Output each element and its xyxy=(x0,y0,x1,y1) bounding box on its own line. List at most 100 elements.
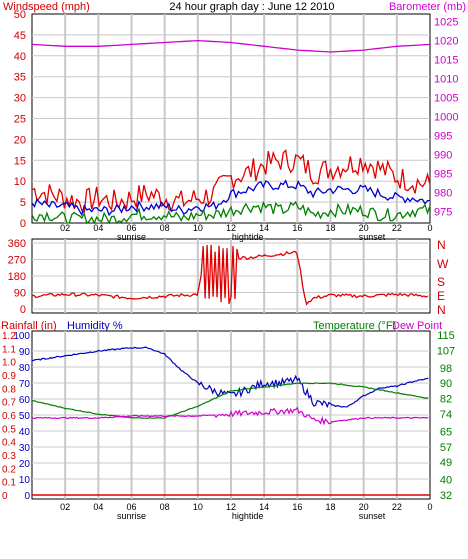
wind-y-tick: 45 xyxy=(14,30,26,42)
humidity-y-tick: 0 xyxy=(24,491,30,502)
baro-y-tick: 1005 xyxy=(434,93,458,105)
temp-y-tick: 65 xyxy=(440,426,452,438)
wind-x-tick: 06 xyxy=(126,223,136,233)
series-wind-direction xyxy=(31,244,429,306)
rain-x-event: sunrise xyxy=(117,511,146,521)
humidity-y-tick: 90 xyxy=(19,347,31,358)
wind-series xyxy=(31,39,431,225)
wind-y-tick: 10 xyxy=(14,176,26,188)
series-gust xyxy=(31,148,431,215)
humidity-y-tick: 80 xyxy=(19,363,31,374)
baro-y-tick: 1020 xyxy=(434,36,458,48)
axis-tick-labels: 0510152025303540455097598098599099510001… xyxy=(2,9,458,521)
windspeed-axis-label: Windspeed (mph) xyxy=(3,1,90,13)
wind-x-event: sunset xyxy=(359,232,386,242)
humidity-y-tick: 30 xyxy=(19,443,31,454)
series-barometer xyxy=(31,39,431,53)
rain-x-tick: 14 xyxy=(259,502,269,512)
rain-x-tick: 04 xyxy=(93,502,103,512)
dir-y-tick: 180 xyxy=(8,271,26,283)
rain-y-tick: 0.6 xyxy=(2,411,16,422)
humidity-y-tick: 70 xyxy=(19,379,31,390)
dir-label-n-top: N xyxy=(437,238,446,252)
baro-y-tick: 1015 xyxy=(434,55,458,67)
series-dew-point xyxy=(31,406,429,426)
dir-label-w: W xyxy=(437,257,449,271)
temp-y-tick: 82 xyxy=(440,394,452,406)
humidity-y-tick: 60 xyxy=(19,395,31,406)
rain-x-tick: 16 xyxy=(292,502,302,512)
wind-y-tick: 50 xyxy=(14,9,26,21)
wind-x-tick: 12 xyxy=(226,223,236,233)
direction-series xyxy=(31,244,429,306)
baro-y-tick: 975 xyxy=(434,207,452,219)
rain-y-tick: 0.9 xyxy=(2,371,16,382)
wind-x-tick: 14 xyxy=(259,223,269,233)
rain-y-tick: 0.1 xyxy=(2,478,16,489)
baro-y-tick: 1000 xyxy=(434,112,458,124)
wind-x-event: hightide xyxy=(232,232,264,242)
rain-x-tick: 12 xyxy=(226,502,236,512)
rain-y-tick: 0.8 xyxy=(2,384,16,395)
dir-y-tick: 270 xyxy=(8,255,26,267)
dir-label-s: S xyxy=(437,275,445,289)
wind-y-tick: 35 xyxy=(14,72,26,84)
rain-y-tick: 1.0 xyxy=(2,358,16,369)
temp-y-tick: 115 xyxy=(437,330,455,342)
rain-x-tick: 06 xyxy=(126,502,136,512)
humidity-y-tick: 20 xyxy=(19,459,31,470)
temp-y-tick: 107 xyxy=(437,345,455,357)
wind-y-tick: 15 xyxy=(14,155,26,167)
dir-y-tick: 90 xyxy=(14,288,26,300)
rain-y-tick: 0.4 xyxy=(2,438,16,449)
rain-x-tick: 20 xyxy=(359,502,369,512)
dewpoint-axis-label: Dew Point xyxy=(392,320,442,332)
rain-x-tick: 02 xyxy=(60,502,70,512)
baro-y-tick: 1025 xyxy=(434,17,458,29)
rain-y-tick: 1.2 xyxy=(2,331,16,342)
wind-y-tick: 0 xyxy=(20,218,26,230)
humidity-axis-label: Humidity % xyxy=(67,320,123,332)
rain-series xyxy=(31,346,430,496)
humidity-y-tick: 100 xyxy=(13,331,30,342)
temp-y-tick: 90 xyxy=(440,378,452,390)
temp-y-tick: 40 xyxy=(440,475,452,487)
rain-x-tick: 08 xyxy=(160,502,170,512)
wind-x-tick: 0 xyxy=(427,223,432,233)
wind-y-tick: 40 xyxy=(14,51,26,63)
series-average xyxy=(31,179,431,217)
wind-x-tick: 04 xyxy=(93,223,103,233)
rain-x-tick: 10 xyxy=(193,502,203,512)
wind-x-tick: 08 xyxy=(160,223,170,233)
barometer-axis-label: Barometer (mb) xyxy=(389,1,466,13)
wind-y-tick: 30 xyxy=(14,93,26,105)
rain-y-tick: 1.1 xyxy=(2,344,16,355)
temp-y-tick: 49 xyxy=(440,457,452,469)
wind-x-tick: 10 xyxy=(193,223,203,233)
rain-x-tick: 18 xyxy=(325,502,335,512)
wind-x-tick: 18 xyxy=(325,223,335,233)
direction-grid xyxy=(32,239,430,313)
temp-y-tick: 57 xyxy=(440,442,452,454)
rain-y-tick: 0.5 xyxy=(2,424,16,435)
dir-label-e: E xyxy=(437,289,445,303)
rainfall-axis-label: Rainfall (in) xyxy=(1,320,57,332)
series-speed xyxy=(31,200,431,225)
humidity-y-tick: 40 xyxy=(19,427,31,438)
temperature-axis-label: Temperature (°F) xyxy=(313,320,396,332)
dir-y-tick: 0 xyxy=(20,304,26,316)
rain-x-tick: 0 xyxy=(427,502,432,512)
wind-y-tick: 5 xyxy=(20,197,26,209)
rain-y-tick: 0.7 xyxy=(2,398,16,409)
wind-x-tick: 16 xyxy=(292,223,302,233)
baro-y-tick: 1010 xyxy=(434,74,458,86)
chart-title: 24 hour graph day : June 12 2010 xyxy=(169,1,334,13)
rain-x-event: sunset xyxy=(359,511,386,521)
series-humidity xyxy=(31,346,429,409)
wind-x-event: sunrise xyxy=(117,232,146,242)
dir-label-n-bottom: N xyxy=(437,303,446,317)
wind-y-tick: 20 xyxy=(14,134,26,146)
rain-x-event: hightide xyxy=(232,511,264,521)
rain-x-tick: 22 xyxy=(392,502,402,512)
